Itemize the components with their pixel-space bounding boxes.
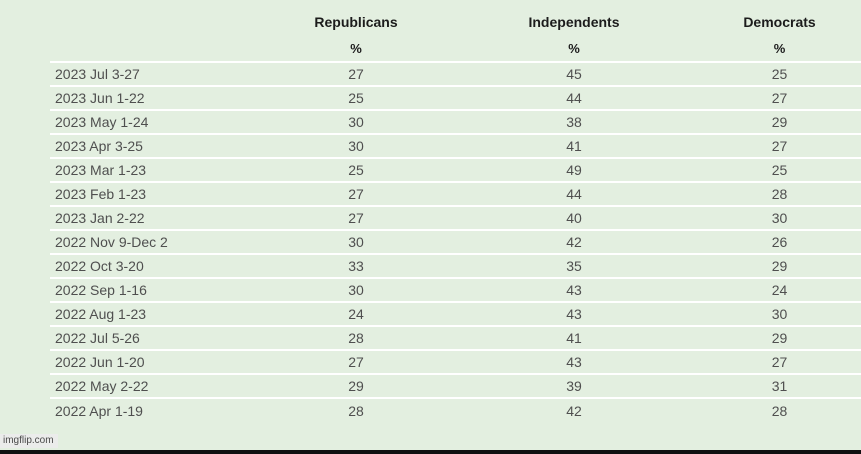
republicans-cell: 29 (262, 373, 450, 398)
date-cell: 2023 Jan 2-22 (50, 205, 262, 230)
republicans-cell: 27 (262, 181, 450, 206)
republicans-cell: 25 (262, 85, 450, 110)
independents-cell: 41 (450, 133, 698, 158)
independents-cell: 43 (450, 277, 698, 302)
independents-cell: 43 (450, 349, 698, 374)
republicans-cell: 28 (262, 397, 450, 422)
date-cell: 2023 Jun 1-22 (50, 85, 262, 110)
date-cell: 2023 Jul 3-27 (50, 61, 262, 86)
democrats-cell: 30 (698, 205, 861, 230)
date-cell: 2022 Oct 3-20 (50, 253, 262, 278)
democrats-cell: 31 (698, 373, 861, 398)
independents-cell: 39 (450, 373, 698, 398)
democrats-cell: 27 (698, 349, 861, 374)
date-cell: 2022 Jun 1-20 (50, 349, 262, 374)
democrats-cell: 28 (698, 181, 861, 206)
bottom-border-bar (0, 450, 861, 454)
democrats-cell: 25 (698, 157, 861, 182)
republicans-cell: 28 (262, 325, 450, 350)
democrats-cell: 25 (698, 61, 861, 86)
table-header: Republicans Independents Democrats % % % (50, 0, 861, 62)
democrats-cell: 24 (698, 277, 861, 302)
republicans-cell: 27 (262, 349, 450, 374)
table-row: 2023 Apr 3-25 30 41 27 (50, 133, 861, 158)
imgflip-watermark: imgflip.com (0, 434, 58, 448)
column-names-row: Republicans Independents Democrats (50, 0, 861, 36)
table-row: 2022 Sep 1-16 30 43 24 (50, 277, 861, 302)
table-row: 2023 Feb 1-23 27 44 28 (50, 181, 861, 206)
date-cell: 2023 Feb 1-23 (50, 181, 262, 206)
republicans-cell: 30 (262, 229, 450, 254)
date-cell: 2023 Mar 1-23 (50, 157, 262, 182)
table-row: 2022 Oct 3-20 33 35 29 (50, 253, 861, 278)
democrats-cell: 28 (698, 397, 861, 422)
independents-cell: 49 (450, 157, 698, 182)
table-row: 2023 Jun 1-22 25 44 27 (50, 85, 861, 110)
independents-cell: 43 (450, 301, 698, 326)
republicans-cell: 30 (262, 109, 450, 134)
unit-republicans: % (350, 41, 362, 56)
independents-cell: 35 (450, 253, 698, 278)
democrats-cell: 29 (698, 253, 861, 278)
independents-cell: 41 (450, 325, 698, 350)
date-column-header (50, 0, 262, 36)
republicans-cell: 30 (262, 277, 450, 302)
independents-cell: 44 (450, 85, 698, 110)
table-row: 2022 May 2-22 29 39 31 (50, 373, 861, 398)
independents-cell: 45 (450, 61, 698, 86)
democrats-cell: 29 (698, 325, 861, 350)
table-body: 2023 Jul 3-27 27 45 25 2023 Jun 1-22 25 … (50, 61, 861, 422)
democrats-cell: 30 (698, 301, 861, 326)
party-affiliation-table: Republicans Independents Democrats % % %… (50, 0, 861, 422)
democrats-cell: 26 (698, 229, 861, 254)
date-cell: 2022 Jul 5-26 (50, 325, 262, 350)
table-row: 2022 Aug 1-23 24 43 30 (50, 301, 861, 326)
date-units-spacer (50, 36, 262, 62)
republicans-cell: 27 (262, 205, 450, 230)
column-header-independents: Independents (528, 14, 620, 30)
table-row: 2023 May 1-24 30 38 29 (50, 109, 861, 134)
date-cell: 2023 Apr 3-25 (50, 133, 262, 158)
units-row: % % % (50, 36, 861, 62)
republicans-cell: 25 (262, 157, 450, 182)
unit-democrats: % (773, 41, 786, 56)
democrats-cell: 27 (698, 85, 861, 110)
independents-cell: 44 (450, 181, 698, 206)
table-row: 2022 Nov 9-Dec 2 30 42 26 (50, 229, 861, 254)
column-header-republicans: Republicans (314, 14, 398, 30)
date-cell: 2022 Aug 1-23 (50, 301, 262, 326)
republicans-cell: 33 (262, 253, 450, 278)
republicans-cell: 27 (262, 61, 450, 86)
democrats-cell: 29 (698, 109, 861, 134)
date-cell: 2023 May 1-24 (50, 109, 262, 134)
independents-cell: 38 (450, 109, 698, 134)
unit-independents: % (568, 41, 580, 56)
table-row: 2022 Jul 5-26 28 41 29 (50, 325, 861, 350)
independents-cell: 42 (450, 229, 698, 254)
date-cell: 2022 Apr 1-19 (50, 397, 262, 422)
democrats-cell: 27 (698, 133, 861, 158)
republicans-cell: 24 (262, 301, 450, 326)
date-cell: 2022 May 2-22 (50, 373, 262, 398)
table-row: 2023 Jul 3-27 27 45 25 (50, 61, 861, 86)
table-row: 2022 Apr 1-19 28 42 28 (50, 397, 861, 422)
poll-table-container: Republicans Independents Democrats % % %… (50, 0, 861, 422)
table-row: 2022 Jun 1-20 27 43 27 (50, 349, 861, 374)
date-cell: 2022 Sep 1-16 (50, 277, 262, 302)
table-row: 2023 Mar 1-23 25 49 25 (50, 157, 861, 182)
table-row: 2023 Jan 2-22 27 40 30 (50, 205, 861, 230)
date-cell: 2022 Nov 9-Dec 2 (50, 229, 262, 254)
republicans-cell: 30 (262, 133, 450, 158)
column-header-democrats: Democrats (743, 14, 816, 30)
independents-cell: 42 (450, 397, 698, 422)
independents-cell: 40 (450, 205, 698, 230)
